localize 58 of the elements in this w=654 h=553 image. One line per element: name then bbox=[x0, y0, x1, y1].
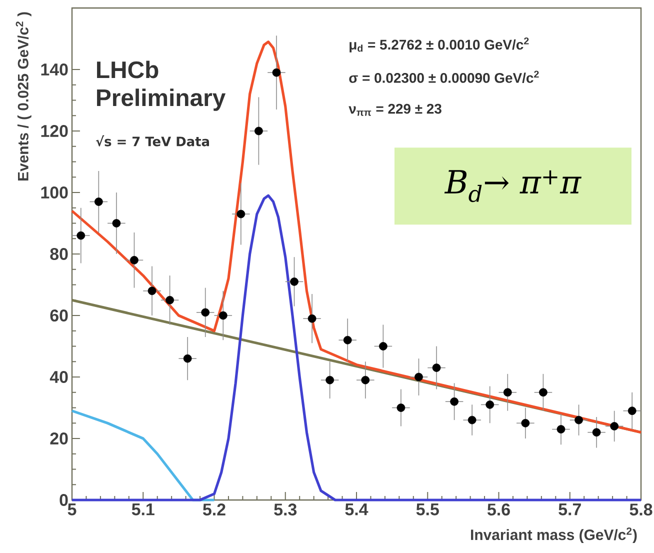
point bbox=[396, 404, 406, 412]
x-axis-title: Invariant mass (GeV/c$^{2}$) bbox=[471, 527, 637, 544]
x-tick-label: 5.6 bbox=[487, 504, 510, 516]
annotation: B$_{d}$→ π$^{+}$π bbox=[444, 170, 582, 202]
point bbox=[486, 400, 494, 409]
y-tick-label: 100 bbox=[41, 186, 68, 198]
x-tick-label: 5.1 bbox=[132, 504, 154, 516]
point bbox=[326, 376, 334, 384]
x-tick-label: 5 bbox=[68, 504, 76, 516]
annotation: ν$_{ππ}$ = 229 ± 23 bbox=[348, 104, 442, 116]
annotation: μ$_{d}$ = 5.2762 ± 0.0010 GeV/c$^{2}$ bbox=[350, 37, 529, 52]
y-axis-title: Events / ( 0.025 GeV/c$^{2}$ ) bbox=[16, 12, 32, 180]
y-tick-label: 20 bbox=[50, 432, 68, 444]
point bbox=[201, 308, 210, 317]
point bbox=[76, 231, 86, 240]
point bbox=[414, 372, 423, 382]
point bbox=[148, 286, 156, 296]
annotation: √s = 7 TeV Data bbox=[96, 135, 209, 146]
point bbox=[521, 418, 530, 428]
point bbox=[166, 296, 174, 304]
point bbox=[628, 406, 636, 416]
point bbox=[450, 397, 458, 406]
point bbox=[272, 68, 281, 77]
y-tick-label: 60 bbox=[50, 310, 68, 322]
x-tick-label: 5.5 bbox=[416, 504, 439, 516]
point bbox=[432, 364, 441, 372]
point bbox=[556, 425, 566, 434]
point bbox=[183, 354, 192, 363]
point bbox=[112, 219, 121, 228]
x-tick-label: 5.7 bbox=[558, 504, 581, 516]
x-tick-label: 5.3 bbox=[274, 504, 297, 516]
point bbox=[343, 336, 352, 344]
y-tick-label: 0 bbox=[60, 494, 68, 506]
y-tick-label: 40 bbox=[50, 371, 68, 383]
point bbox=[361, 376, 370, 384]
point bbox=[468, 416, 476, 424]
point bbox=[236, 210, 246, 218]
point bbox=[503, 388, 512, 397]
point bbox=[308, 314, 316, 323]
x-tick-label: 5.4 bbox=[345, 504, 368, 516]
annotation: σ = 0.02300 ± 0.00090 GeV/c$^{2}$ bbox=[349, 70, 539, 84]
x-tick-label: 5.2 bbox=[202, 504, 226, 516]
point bbox=[290, 277, 298, 286]
point bbox=[592, 428, 601, 437]
point bbox=[610, 422, 619, 430]
point bbox=[539, 388, 548, 397]
y-tick-label: 140 bbox=[41, 64, 68, 76]
point bbox=[218, 311, 228, 320]
point bbox=[574, 416, 583, 424]
x-tick-label: 5.8 bbox=[630, 504, 652, 516]
y-tick-label: 120 bbox=[41, 125, 68, 137]
point bbox=[130, 256, 138, 264]
point bbox=[254, 126, 263, 136]
y-tick-label: 80 bbox=[50, 248, 68, 260]
point bbox=[94, 198, 103, 206]
annotation: LHCb Preliminary bbox=[97, 60, 226, 111]
point bbox=[378, 342, 388, 350]
line-series bbox=[70, 410, 216, 502]
